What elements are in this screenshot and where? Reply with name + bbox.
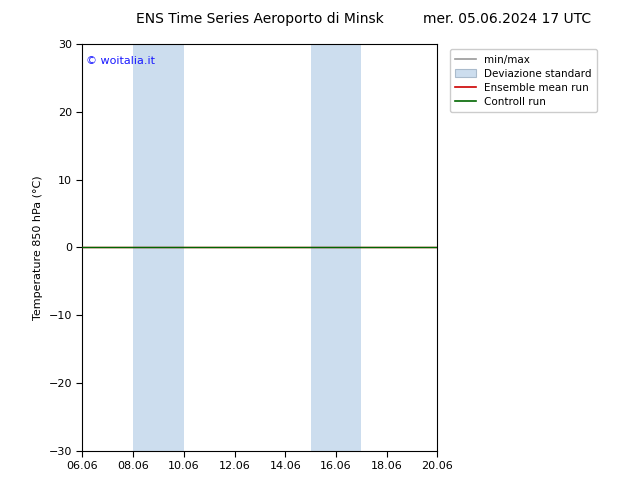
Text: ENS Time Series Aeroporto di Minsk: ENS Time Series Aeroporto di Minsk — [136, 12, 384, 26]
Y-axis label: Temperature 850 hPa (°C): Temperature 850 hPa (°C) — [33, 175, 43, 320]
Text: © woitalia.it: © woitalia.it — [86, 56, 155, 66]
Bar — [311, 44, 361, 451]
Bar — [133, 44, 184, 451]
Legend: min/max, Deviazione standard, Ensemble mean run, Controll run: min/max, Deviazione standard, Ensemble m… — [450, 49, 597, 112]
Text: mer. 05.06.2024 17 UTC: mer. 05.06.2024 17 UTC — [423, 12, 592, 26]
